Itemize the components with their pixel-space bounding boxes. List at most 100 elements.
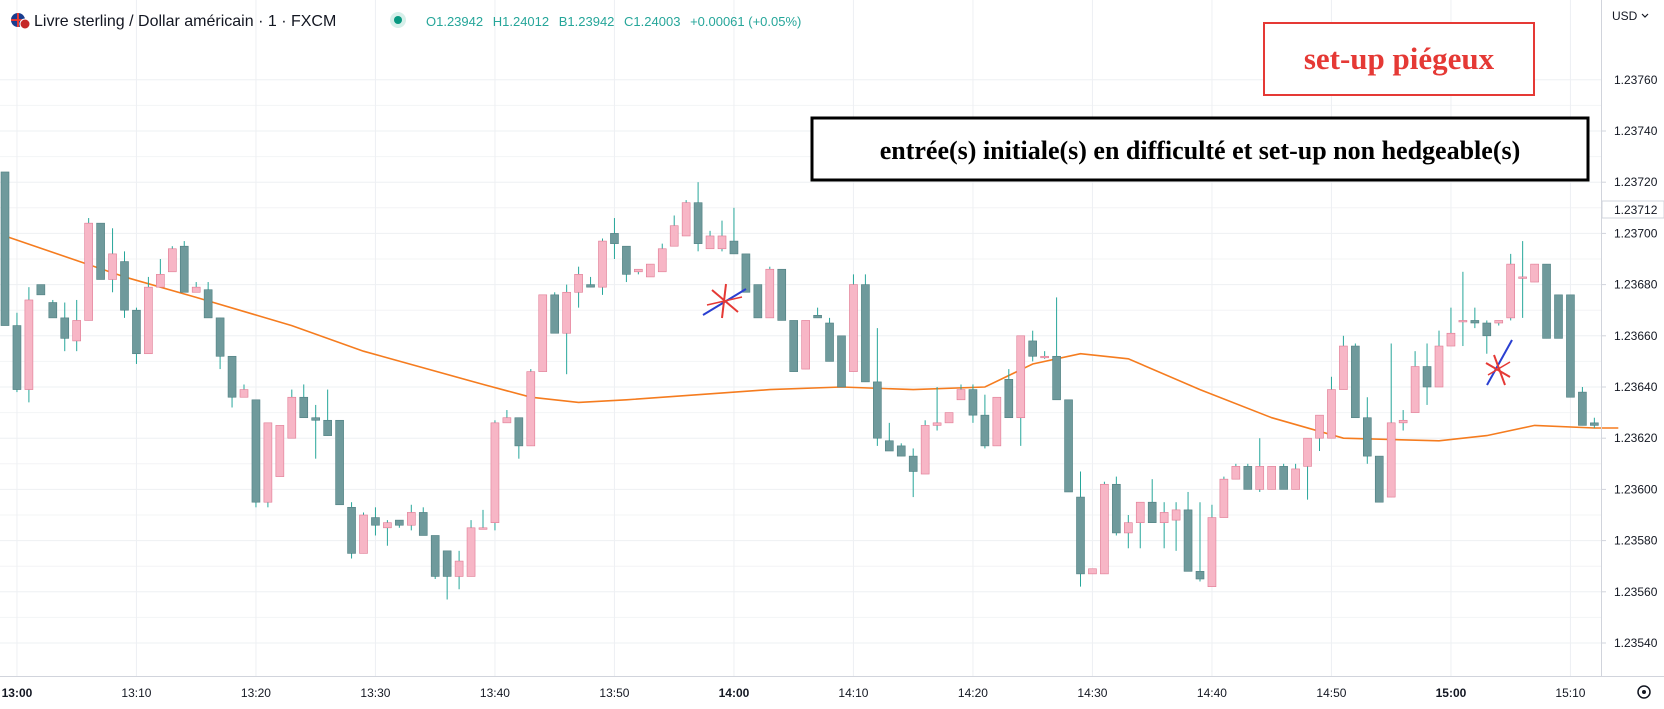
candle [598,238,607,295]
candle-body [1398,419,1408,424]
candle-body [574,274,583,293]
candle [514,417,524,459]
symbol-title[interactable]: Livre sterling / Dollar américain · 1 · … [34,13,336,30]
candle [1112,476,1121,536]
ohlc-low: B1.23942 [559,14,615,29]
candle-body [789,320,799,372]
candle-body [622,245,631,275]
candle-body [1590,422,1599,426]
legend-header: Livre sterling / Dollar américain · 1 · … [11,12,801,30]
candle-body [908,455,918,472]
candle-body [1446,332,1456,347]
candle [741,253,751,293]
candle-body [24,299,34,390]
candle-body [275,425,285,477]
candle [705,230,715,250]
candle [36,284,46,296]
candle-body [1100,483,1109,575]
candle-body [406,512,416,526]
candle [586,276,595,288]
time-axis[interactable]: 13:00 13:10 13:20 13:30 13:40 13:50 14:00 14:10… [0,676,1664,701]
candle-body [765,268,775,319]
candle-body [1494,320,1504,324]
candle [1183,491,1193,572]
candle [634,268,643,275]
candle-body [1255,466,1265,490]
candle-body [1171,509,1181,521]
chevron-down-icon[interactable] [1641,13,1649,18]
candle-body [562,291,571,334]
candle [239,384,249,398]
candle [12,312,22,393]
candle [24,287,34,403]
candle [610,218,619,259]
candle-body [347,507,356,554]
candle-body [1243,466,1253,490]
candle [1315,414,1324,451]
candle [1100,481,1109,575]
price-tick-label: 1.23720 [1614,175,1658,189]
candle [48,299,58,319]
settings-icon[interactable] [1637,685,1651,699]
time-tick-label: 14:00 [719,686,750,700]
candle [1052,297,1061,401]
time-tick-label: 13:30 [360,686,390,700]
candle [932,387,942,431]
candle-body [538,294,548,372]
candle [323,389,332,436]
candle-body [36,284,46,296]
candle-body [645,263,655,278]
candle [550,292,560,334]
candle [299,384,309,419]
candle-body [1422,366,1432,388]
candles [0,171,1599,600]
candle [191,282,201,293]
currency-selector[interactable]: USD [1612,9,1638,23]
candle [813,307,822,319]
candle-body [801,320,810,370]
candle-body [454,560,464,577]
candle [395,519,404,528]
candle-body [1195,571,1205,580]
time-tick-label: 13:00 [2,686,33,700]
candle [96,222,105,280]
candle [1578,387,1587,426]
candle-body [1124,522,1133,534]
candle [861,274,870,383]
candle [1458,271,1468,347]
candle [72,299,81,352]
candle-body [705,235,715,250]
candle-body [968,389,978,416]
candle [1243,463,1253,490]
candle [1446,307,1456,347]
candle [1363,397,1372,464]
candle-body [299,396,309,419]
candle-body [1040,355,1049,359]
candle [873,328,882,446]
candle [1398,410,1408,431]
candle [1303,437,1312,500]
candle [1064,399,1073,493]
candle [311,404,321,459]
candle-body [168,248,177,273]
candle-body [896,445,906,457]
time-tick-label: 15:10 [1555,686,1585,700]
time-tick-label: 13:50 [599,686,629,700]
candle-body [144,286,153,355]
price-axis[interactable]: 1.23740 1.23720 1.23700 1.23680 1.23660 1.236… [1601,0,1664,676]
candle [179,241,189,293]
candle-body [741,253,751,293]
candle [1506,253,1515,321]
candle-body [980,414,990,447]
candle-body [873,381,882,439]
candle [144,276,153,355]
candle [562,284,571,375]
candle-body [1351,345,1360,419]
candle-body [837,335,846,388]
candle [753,284,763,319]
candle [275,425,285,477]
candle-body [884,440,894,452]
grid [0,0,1601,676]
candle-body [1064,399,1073,493]
